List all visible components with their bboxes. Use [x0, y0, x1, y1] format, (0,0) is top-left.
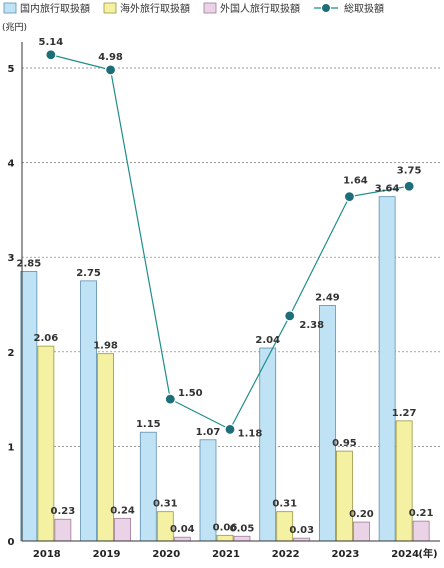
- bar-value-label: 2.85: [17, 258, 42, 269]
- bar-value-label: 1.27: [392, 408, 417, 419]
- y-tick-label: 1: [8, 442, 15, 453]
- x-tick-label: 2024: [391, 549, 419, 560]
- total-marker-2018: [45, 49, 57, 61]
- bar-value-label: 0.20: [349, 509, 374, 520]
- bar-value-label: 0.31: [153, 499, 178, 510]
- total-marker-2021: [224, 423, 236, 435]
- total-marker-2023: [343, 191, 356, 203]
- bar-value-label: 3.64: [375, 184, 400, 195]
- bar-value-label: 1.98: [93, 341, 118, 352]
- bar-value-label: 0.31: [272, 499, 297, 510]
- bar-value-label: 1.15: [136, 419, 161, 430]
- bar-value-label: 0.04: [170, 524, 195, 535]
- total-line: [45, 49, 415, 435]
- bar-2020-0: [139, 431, 157, 542]
- bar-value-label: 2.06: [34, 333, 59, 344]
- total-value-label: 1.64: [343, 176, 368, 187]
- x-tick-label: 2021: [212, 549, 240, 560]
- total-marker-2022: [284, 310, 296, 322]
- legend-label: 外国人旅行取扱額: [220, 2, 300, 15]
- total-value-label: 1.50: [178, 388, 203, 399]
- bar-value-label: 0.23: [51, 506, 76, 517]
- legend-label: 海外旅行取扱額: [120, 2, 190, 15]
- bar-2024-1: [395, 420, 413, 542]
- bar-value-label: 2.75: [76, 268, 101, 279]
- bar-value-label: 0.21: [409, 508, 434, 519]
- y-tick-label: 4: [8, 159, 15, 170]
- legend-label: 国内旅行取扱額: [20, 2, 90, 15]
- bar-2024-2: [412, 520, 430, 542]
- y-tick-label: 0: [8, 537, 15, 548]
- legend-swatch-0: [3, 2, 17, 14]
- bar-value-label: 0.05: [230, 523, 255, 534]
- bar-value-label: 0.24: [110, 505, 135, 516]
- total-marker-2020: [164, 393, 176, 405]
- bar-2023-0: [319, 305, 336, 542]
- x-tick-label: 2018: [33, 549, 61, 560]
- bar-value-label: 2.04: [255, 335, 280, 346]
- bar-2019-2: [114, 517, 131, 542]
- bars: [20, 196, 430, 542]
- axes: 0 1 2 3 4 5 (兆円) 2018 2019 2020 2021 2022 2023 2024 (年…: [2, 22, 440, 560]
- bar-2020-2: [173, 536, 191, 542]
- x-tick-label: 2023: [332, 549, 360, 560]
- bar-value-label: 2.49: [315, 292, 340, 303]
- bar-2021-1: [216, 534, 234, 542]
- total-value-label: 2.38: [299, 320, 324, 331]
- total-value-label: 1.18: [238, 428, 263, 439]
- data-labels: 2.85 2.75 1.15 1.07 2.04 2.49 3.64 2.06 1.98 0.31…: [17, 37, 434, 536]
- bar-value-label: 0.06: [213, 522, 238, 533]
- total-marker-2024: [403, 180, 415, 192]
- bar-2022-0: [259, 347, 277, 542]
- bar-2018-2: [54, 518, 72, 542]
- legend-swatch-1: [103, 2, 117, 14]
- bar-2021-2: [233, 535, 251, 542]
- x-tick-label: 2019: [93, 549, 121, 560]
- y-tick-label: 3: [8, 253, 15, 264]
- y-tick-label: 2: [8, 348, 15, 359]
- y-axis-unit: (兆円): [2, 22, 27, 33]
- total-value-label: 3.75: [397, 165, 422, 176]
- total-value-label: 5.14: [39, 37, 64, 48]
- bar-2018-0: [20, 270, 38, 542]
- legend: 国内旅行取扱額 海外旅行取扱額 外国人旅行取扱額 総取扱額: [3, 2, 384, 15]
- bar-value-label: 0.95: [332, 438, 357, 449]
- x-axis-unit: (年): [418, 547, 437, 560]
- total-value-label: 4.98: [98, 52, 123, 63]
- bar-2023-1: [336, 450, 353, 542]
- legend-marker-3: [321, 3, 331, 13]
- bar-value-label: 0.03: [289, 525, 314, 536]
- bar-2024-0: [378, 196, 396, 542]
- bar-2019-0: [80, 280, 97, 542]
- legend-swatch-2: [203, 2, 217, 14]
- x-tick-label: 2022: [272, 549, 300, 560]
- y-tick-label: 5: [8, 64, 15, 75]
- x-tick-label: 2020: [152, 549, 180, 560]
- total-marker-2019: [104, 64, 117, 76]
- legend-label: 総取扱額: [344, 2, 384, 15]
- bar-2023-2: [353, 521, 370, 542]
- bar-value-label: 1.07: [196, 427, 221, 438]
